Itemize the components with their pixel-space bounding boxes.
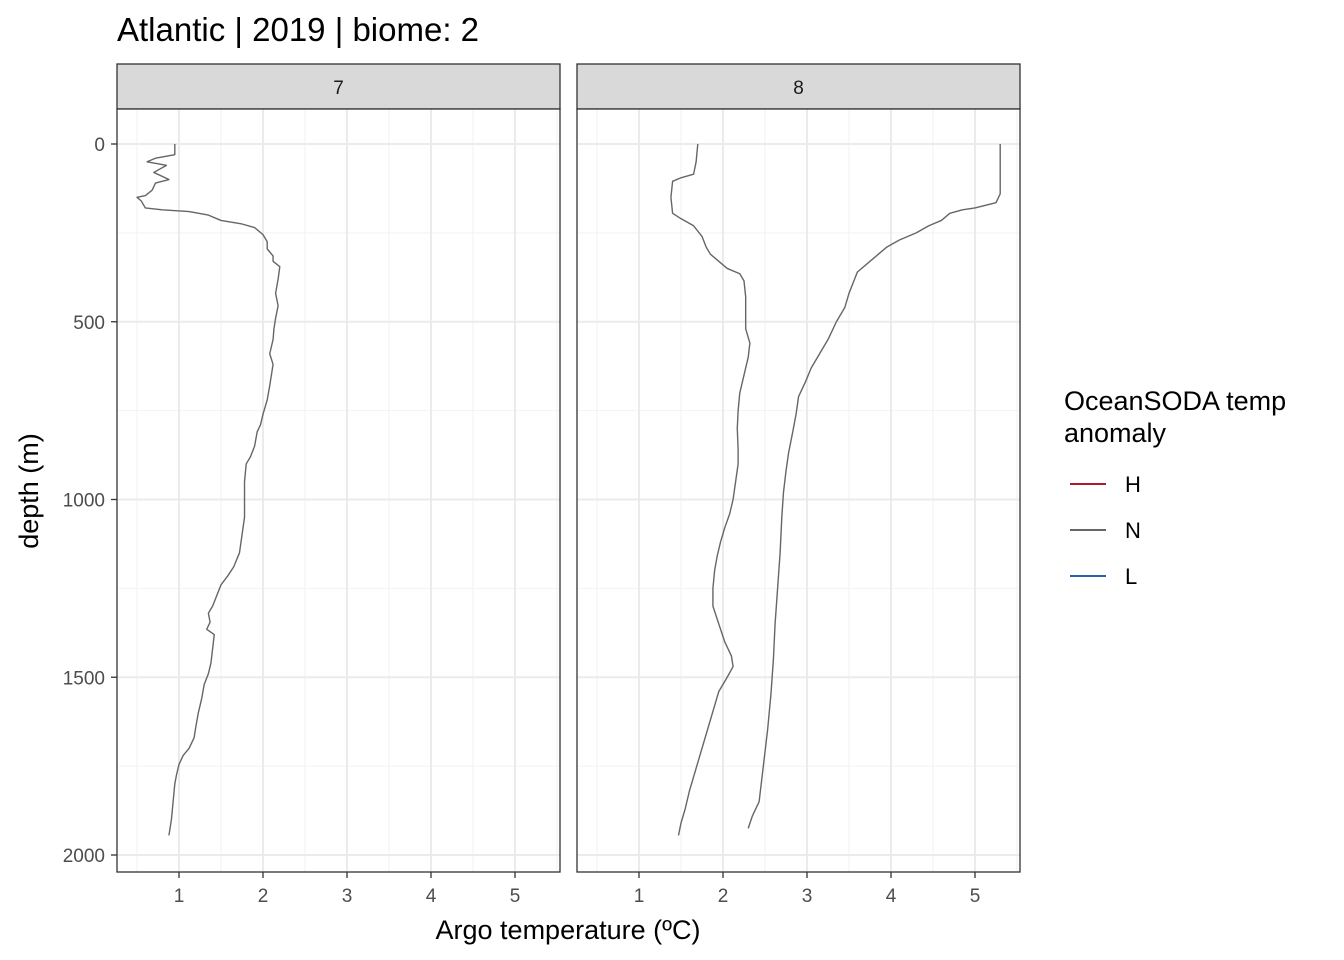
y-tick-label: 0 (94, 135, 105, 156)
panel-border (576, 108, 1021, 873)
y-tick-label: 2000 (63, 846, 105, 867)
chart-title: Atlantic | 2019 | biome: 2 (117, 11, 479, 48)
x-tick-label: 5 (510, 886, 521, 907)
legend-entry-label: H (1125, 472, 1141, 497)
facet-panel-8: 8 1 2 3 4 5 (576, 63, 1021, 907)
y-tick-label: 1000 (63, 491, 105, 512)
facet-strip-label: 7 (333, 78, 344, 99)
x-tick-label: 3 (802, 886, 813, 907)
x-tick-label: 2 (258, 886, 269, 907)
y-axis-ticks: 0 500 1000 1500 2000 (63, 135, 117, 867)
x-tick-label: 5 (970, 886, 981, 907)
x-tick-label: 1 (174, 886, 185, 907)
x-tick-label: 4 (886, 886, 897, 907)
panel-border (116, 108, 561, 873)
legend-entry-label: N (1125, 518, 1141, 543)
legend-entries: HNL (1070, 472, 1141, 589)
profile-line-N-1 (136, 144, 281, 836)
facet-strip (576, 63, 1021, 110)
facet-strip-label: 8 (793, 78, 804, 99)
x-tick-label: 3 (342, 886, 353, 907)
facet-strip (116, 63, 561, 110)
legend-title-line-1: OceanSODA temp (1064, 386, 1286, 416)
y-axis-title: depth (m) (14, 433, 44, 549)
profile-line-N-1 (670, 143, 751, 836)
facet-panels: 7 1 2 3 4 5 8 1 2 3 4 5 (116, 63, 1021, 907)
legend-entry-L: L (1070, 564, 1137, 589)
panel-background (577, 109, 1020, 872)
y-axis: depth (m) 0 500 1000 1500 2000 (14, 135, 117, 867)
x-tick-label: 1 (634, 886, 645, 907)
legend-entry-label: L (1125, 564, 1137, 589)
y-tick-label: 1500 (63, 668, 105, 689)
legend-entry-H: H (1070, 472, 1141, 497)
panel-background (117, 109, 560, 872)
x-tick-label: 4 (426, 886, 437, 907)
legend-title-line-2: anomaly (1064, 418, 1167, 448)
profile-line-N-2 (747, 144, 1001, 829)
legend-entry-N: N (1070, 518, 1141, 543)
x-tick-label: 2 (718, 886, 729, 907)
facet-panel-7: 7 1 2 3 4 5 (116, 63, 561, 907)
y-tick-label: 500 (73, 313, 105, 334)
legend: OceanSODA temp anomaly HNL (1064, 386, 1286, 589)
x-axis-title: Argo temperature (ºC) (436, 915, 701, 945)
